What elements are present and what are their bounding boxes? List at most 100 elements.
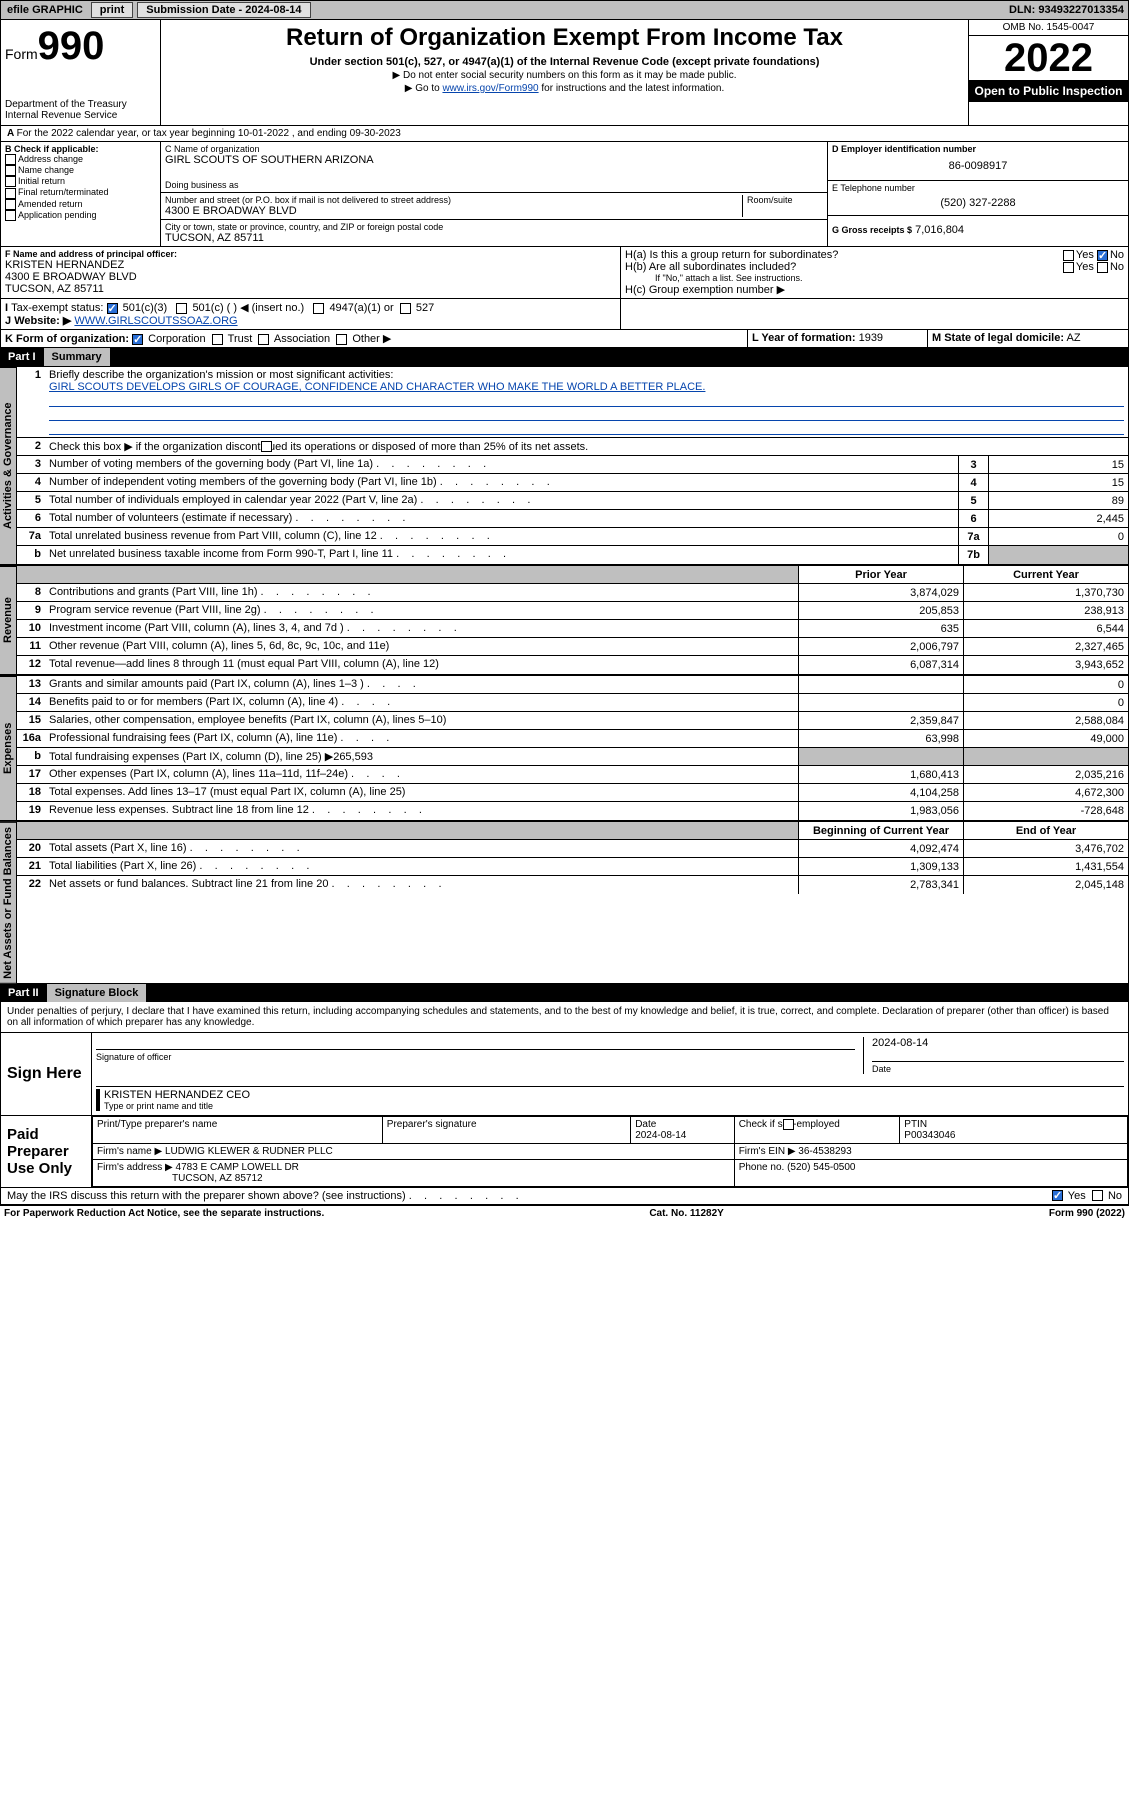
ln15-text: Salaries, other compensation, employee b… [45,712,798,729]
cb-amended-return[interactable]: Amended return [5,199,156,210]
ln9-num: 9 [17,602,45,619]
ha-yes-cb[interactable] [1063,250,1074,261]
cb-4947[interactable] [313,303,324,314]
gross-receipts-label: G Gross receipts $ [832,225,912,235]
firm-phone-label: Phone no. [739,1162,785,1173]
ln11-prior: 2,006,797 [798,638,963,655]
gov-line-6: 6Total number of volunteers (estimate if… [17,510,1128,528]
cb-discuss-yes[interactable] [1052,1190,1063,1201]
col-prior-year: Prior Year [798,566,963,583]
h-b-row: H(b) Are all subordinates included? Yes … [625,261,1124,273]
cb-501c[interactable] [176,303,187,314]
ln16a-text: Professional fundraising fees (Part IX, … [45,730,798,747]
section-revenue: Revenue Prior Year Current Year 8Contrib… [0,565,1129,675]
sig-date-label: Date [872,1064,1124,1074]
efile-label: efile GRAPHIC [1,4,89,16]
address-change-label: Address change [18,154,83,164]
ln16a-prior: 63,998 [798,730,963,747]
tax-year-text: For the 2022 calendar year, or tax year … [17,128,401,139]
ln18-current: 4,672,300 [963,784,1128,801]
sig-date-value: 2024-08-14 [872,1037,1124,1049]
cb-self-employed[interactable] [783,1119,794,1130]
website-link[interactable]: WWW.GIRLSCOUTSSOAZ.ORG [74,315,237,327]
ln20-end: 3,476,702 [963,840,1128,857]
part-2-title: Signature Block [47,984,147,1002]
entity-info-grid: B Check if applicable: Address change Na… [0,142,1129,247]
name-title-label: Type or print name and title [104,1101,1124,1111]
form-number: Form990 [5,24,156,69]
rev-line-12: 12Total revenue—add lines 8 through 11 (… [17,656,1128,674]
mission-line-1 [49,393,1124,407]
ln12-current: 3,943,652 [963,656,1128,674]
officer-group-row: F Name and address of principal officer:… [0,247,1129,299]
hb-no-cb[interactable] [1097,262,1108,273]
cb-address-change[interactable]: Address change [5,154,156,165]
ln12-num: 12 [17,656,45,674]
ln11-text: Other revenue (Part VIII, column (A), li… [45,638,798,655]
org-name-label: C Name of organization [165,144,823,154]
hb-yes-cb[interactable] [1063,262,1074,273]
cb-501c3[interactable] [107,303,118,314]
opt-other: Other ▶ [352,333,391,345]
ln10-current: 6,544 [963,620,1128,637]
form-label: Form [5,46,38,62]
cb-application-pending[interactable]: Application pending [5,210,156,221]
net-line-20: 20Total assets (Part X, line 16)4,092,47… [17,840,1128,858]
print-button[interactable]: print [91,2,133,18]
street-address: 4300 E BROADWAY BLVD [165,205,738,217]
irs-link[interactable]: www.irs.gov/Form990 [442,83,538,94]
firm-ein-label: Firm's EIN ▶ [739,1146,796,1157]
domicile-label: M State of legal domicile: [932,332,1064,344]
h-a-row: H(a) Is this a group return for subordin… [625,249,1124,261]
cb-discuss-no[interactable] [1092,1190,1103,1201]
ln14-prior [798,694,963,711]
col-header-row-2: Beginning of Current Year End of Year [17,822,1128,840]
block-deg: D Employer identification number 86-0098… [828,142,1128,246]
ln22-text: Net assets or fund balances. Subtract li… [45,876,798,894]
exp-line-19: 19Revenue less expenses. Subtract line 1… [17,802,1128,820]
ln8-prior: 3,874,029 [798,584,963,601]
discuss-yes: Yes [1068,1190,1086,1202]
ln22-end: 2,045,148 [963,876,1128,894]
submission-date-button[interactable]: Submission Date - 2024-08-14 [137,2,310,18]
paid-preparer-label: Paid Preparer Use Only [1,1116,91,1187]
ln3-val: 15 [988,456,1128,473]
officer-name: KRISTEN HERNANDEZ [5,259,616,271]
ln4-val: 15 [988,474,1128,491]
hc-label: H(c) Group exemption number ▶ [625,283,1124,296]
cb-corporation[interactable] [132,334,143,345]
org-form-row: K Form of organization: Corporation Trus… [0,330,1129,348]
mission-line-3 [49,421,1124,435]
block-b-label: B Check if applicable: [5,144,156,154]
domicile-value: AZ [1066,332,1080,344]
form-990-number: 990 [38,24,105,68]
dba-label: Doing business as [165,180,823,190]
cb-527[interactable] [400,303,411,314]
cb-association[interactable] [258,334,269,345]
mission-text[interactable]: GIRL SCOUTS DEVELOPS GIRLS OF COURAGE, C… [49,381,705,393]
exp-line-14: 14Benefits paid to or for members (Part … [17,694,1128,712]
tab-governance: Activities & Governance [0,367,17,565]
cb-name-change[interactable]: Name change [5,165,156,176]
form-org-label: K Form of organization: [5,333,129,345]
footer-right: Form 990 (2022) [1049,1208,1125,1219]
ha-no-cb[interactable] [1097,250,1108,261]
ln10-prior: 635 [798,620,963,637]
rev-line-10: 10Investment income (Part VIII, column (… [17,620,1128,638]
cb-trust[interactable] [212,334,223,345]
section-net-assets: Net Assets or Fund Balances Beginning of… [0,821,1129,984]
cb-discontinued[interactable] [261,441,272,452]
ln15-prior: 2,359,847 [798,712,963,729]
section-expenses: Expenses 13Grants and similar amounts pa… [0,675,1129,821]
opt-527: 527 [416,302,434,314]
ln15-current: 2,588,084 [963,712,1128,729]
website-label: Website: ▶ [14,315,71,327]
cb-initial-return[interactable]: Initial return [5,176,156,187]
cb-other[interactable] [336,334,347,345]
cb-final-return[interactable]: Final return/terminated [5,187,156,198]
gov-line-3: 3Number of voting members of the governi… [17,456,1128,474]
part-1-title: Summary [44,348,110,366]
declaration-text: Under penalties of perjury, I declare th… [0,1002,1129,1033]
ln13-text: Grants and similar amounts paid (Part IX… [45,676,798,693]
rev-line-11: 11Other revenue (Part VIII, column (A), … [17,638,1128,656]
